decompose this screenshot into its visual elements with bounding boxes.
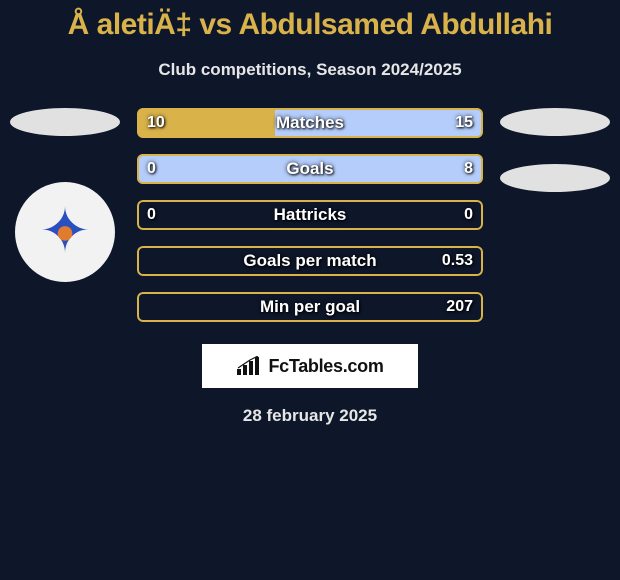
stat-bar: 0 8 Goals bbox=[137, 154, 483, 184]
brand-badge[interactable]: FcTables.com bbox=[202, 344, 418, 388]
stat-bar: 207 Min per goal bbox=[137, 292, 483, 322]
stat-value-right: 15 bbox=[455, 114, 473, 132]
brand-chart-icon bbox=[236, 356, 262, 376]
stat-value-left: 0 bbox=[147, 160, 156, 178]
stat-bar: 0 0 Hattricks bbox=[137, 200, 483, 230]
stat-label: Min per goal bbox=[260, 297, 360, 317]
stat-value-left: 10 bbox=[147, 114, 165, 132]
stat-value-right: 207 bbox=[446, 298, 473, 316]
left-side: ✦ ● bbox=[10, 108, 120, 282]
right-flag-pill-2 bbox=[500, 164, 610, 192]
stat-bar: 0.53 Goals per match bbox=[137, 246, 483, 276]
stat-label: Hattricks bbox=[274, 205, 347, 225]
page-title: Å aletiÄ‡ vs Abdulsamed Abdullahi bbox=[0, 8, 620, 42]
stat-value-right: 0 bbox=[464, 206, 473, 224]
stat-value-left: 0 bbox=[147, 206, 156, 224]
right-flag-pill-1 bbox=[500, 108, 610, 136]
stat-label: Matches bbox=[276, 113, 344, 133]
right-side bbox=[500, 108, 610, 220]
subtitle: Club competitions, Season 2024/2025 bbox=[0, 60, 620, 80]
stats-stage: ✦ ● 10 15 Matches 0 8 Goals 0 0 Hattricks 0.53 Goa… bbox=[0, 108, 620, 426]
stat-bar: 10 15 Matches bbox=[137, 108, 483, 138]
brand-text: FcTables.com bbox=[268, 356, 383, 377]
left-flag-pill bbox=[10, 108, 120, 136]
date-label: 28 february 2025 bbox=[0, 406, 620, 426]
left-club-logo: ✦ ● bbox=[15, 182, 115, 282]
stat-label: Goals bbox=[286, 159, 333, 179]
stat-bars: 10 15 Matches 0 8 Goals 0 0 Hattricks 0.53 Goals p… bbox=[137, 108, 483, 322]
club-logo-icon-overlay: ● bbox=[55, 215, 76, 249]
comparison-card: Å aletiÄ‡ vs Abdulsamed Abdullahi Club c… bbox=[0, 0, 620, 426]
stat-value-right: 0.53 bbox=[442, 252, 473, 270]
stat-value-right: 8 bbox=[464, 160, 473, 178]
stat-label: Goals per match bbox=[243, 251, 376, 271]
